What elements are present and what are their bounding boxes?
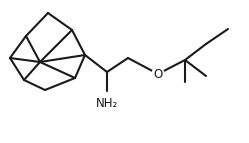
Text: O: O (153, 67, 163, 81)
Text: NH₂: NH₂ (96, 97, 118, 110)
Circle shape (152, 68, 164, 80)
